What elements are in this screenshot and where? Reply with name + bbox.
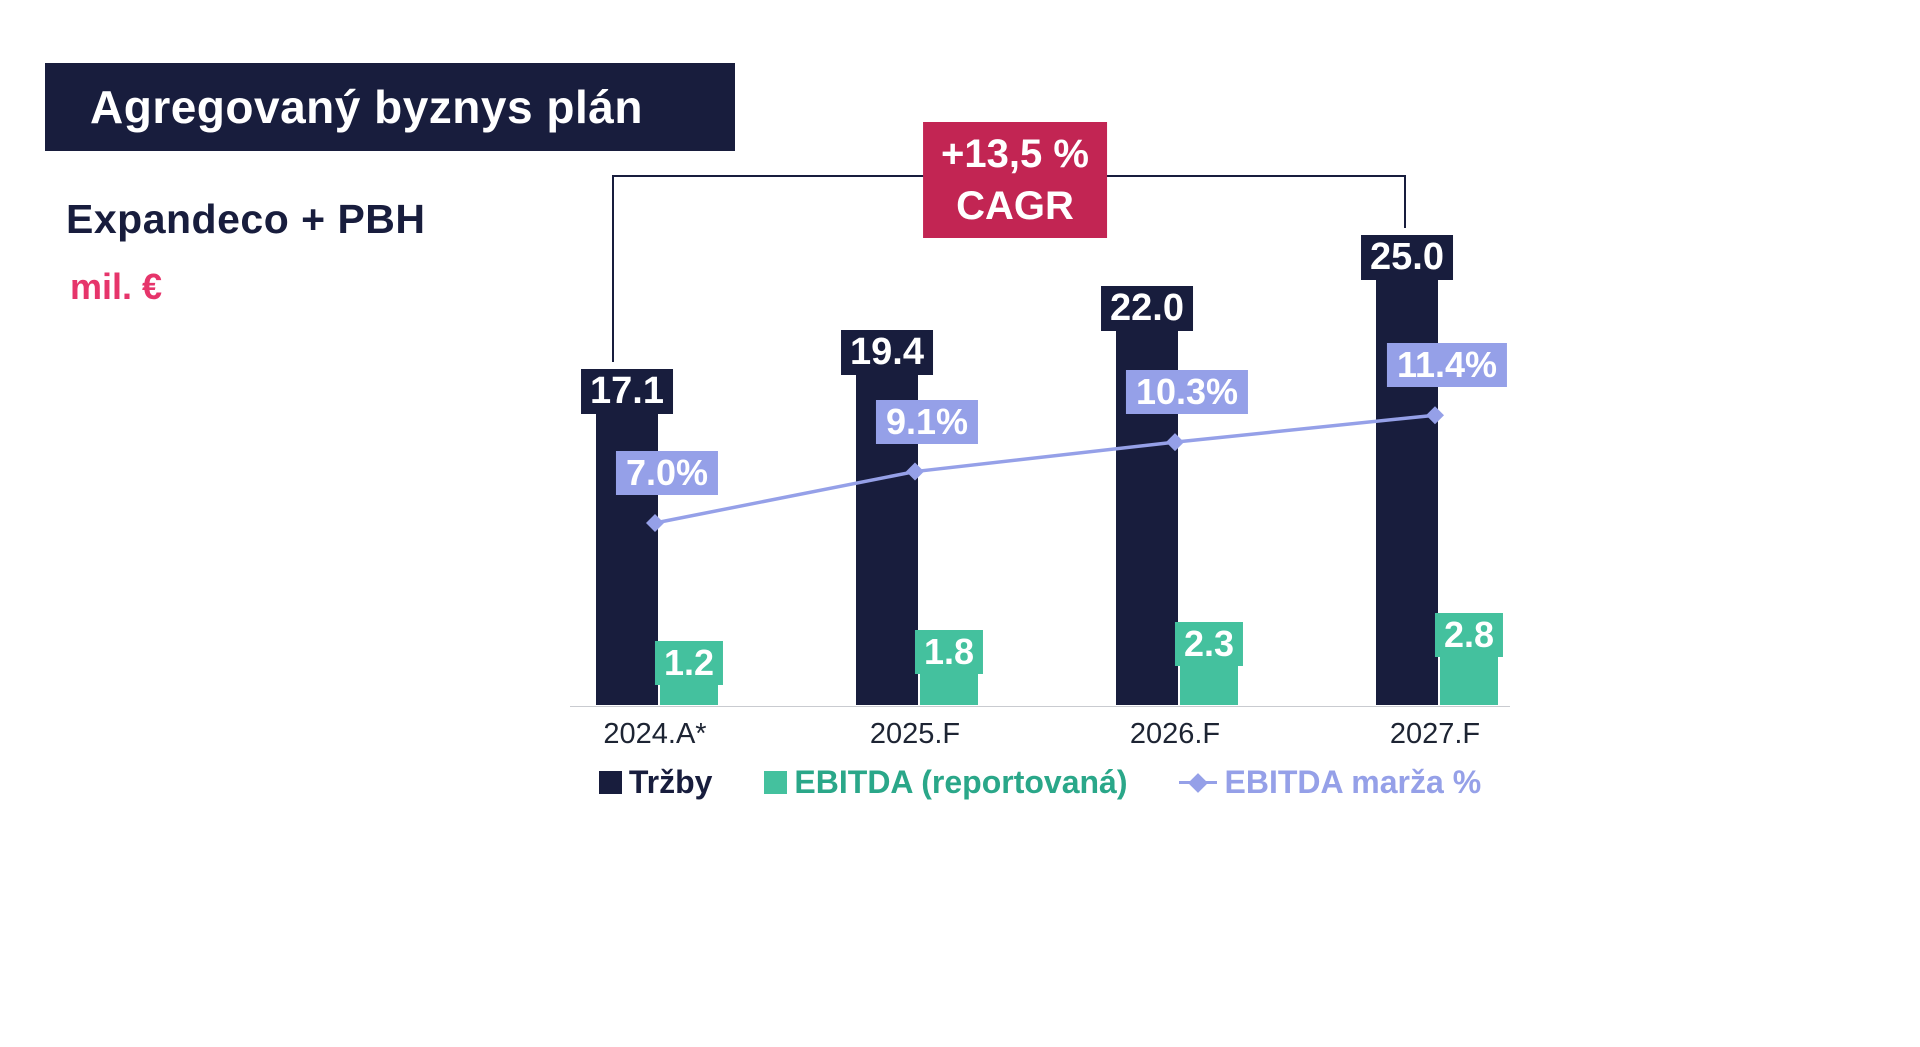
x-axis-label: 2024.A* bbox=[603, 718, 707, 750]
x-axis-label: 2026.F bbox=[1129, 718, 1221, 750]
bar-value-trzby: 19.4 bbox=[841, 330, 933, 376]
legend-square-icon bbox=[764, 771, 788, 794]
bar-value-ebitda: 1.2 bbox=[654, 640, 724, 685]
legend-label: Tržby bbox=[628, 764, 713, 800]
margin-value-label: 7.0% bbox=[615, 451, 719, 495]
bar-value-trzby: 22.0 bbox=[1101, 286, 1193, 331]
legend-label: EBITDA (reportovaná) bbox=[794, 764, 1128, 800]
x-axis-line bbox=[570, 706, 1510, 707]
page-title: Agregovaný byznys plán bbox=[90, 81, 643, 133]
diamond-marker-icon bbox=[1426, 406, 1444, 425]
legend-item: EBITDA (reportovaná) bbox=[764, 764, 1127, 801]
diamond-marker-icon bbox=[646, 514, 664, 532]
bar-value-trzby: 25.0 bbox=[1361, 235, 1453, 280]
x-axis-label: 2027.F bbox=[1389, 718, 1481, 750]
title-banner: Agregovaný byznys plán bbox=[45, 63, 735, 151]
legend-line-icon bbox=[1179, 772, 1218, 793]
legend-diamond-icon bbox=[1188, 772, 1209, 793]
bar-ebitda bbox=[1180, 665, 1238, 705]
bar-value-ebitda: 2.8 bbox=[1434, 613, 1504, 658]
bar-value-ebitda: 1.8 bbox=[914, 630, 984, 675]
legend-label: EBITDA marža % bbox=[1224, 764, 1482, 800]
legend: Tržby EBITDA (reportovaná) EBITDA marža % bbox=[540, 764, 1540, 801]
legend-item: EBITDA marža % bbox=[1179, 764, 1481, 801]
unit-label: mil. € bbox=[70, 266, 163, 307]
margin-value-label: 10.3% bbox=[1125, 370, 1249, 415]
subtitle: Expandeco + PBH bbox=[66, 196, 426, 242]
bar-ebitda bbox=[920, 674, 978, 705]
bar-value-trzby: 17.1 bbox=[581, 369, 673, 415]
diamond-marker-icon bbox=[1166, 433, 1184, 452]
cagr-label: CAGR bbox=[956, 184, 1074, 228]
x-axis-label: 2025.F bbox=[869, 718, 961, 750]
legend-item: Tržby bbox=[598, 764, 713, 801]
margin-value-label: 9.1% bbox=[875, 399, 979, 444]
bar-value-ebitda: 2.3 bbox=[1174, 621, 1244, 666]
legend-square-icon bbox=[598, 771, 622, 794]
bar-ebitda bbox=[660, 684, 718, 705]
diamond-marker-icon bbox=[906, 462, 924, 481]
cagr-value: +13,5 % bbox=[941, 132, 1089, 176]
margin-value-label: 11.4% bbox=[1386, 343, 1508, 388]
bar-ebitda bbox=[1440, 657, 1498, 705]
cagr-badge: +13,5 % CAGR bbox=[923, 122, 1107, 238]
